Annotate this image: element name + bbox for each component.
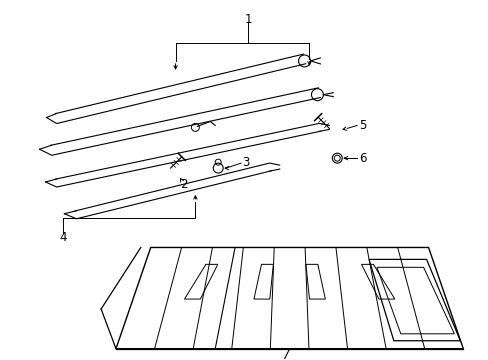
Text: 5: 5 bbox=[358, 119, 366, 132]
Text: 2: 2 bbox=[180, 179, 187, 192]
Text: 3: 3 bbox=[242, 156, 249, 168]
Text: 4: 4 bbox=[60, 231, 67, 244]
Text: 1: 1 bbox=[244, 13, 251, 26]
Text: 6: 6 bbox=[358, 152, 366, 165]
